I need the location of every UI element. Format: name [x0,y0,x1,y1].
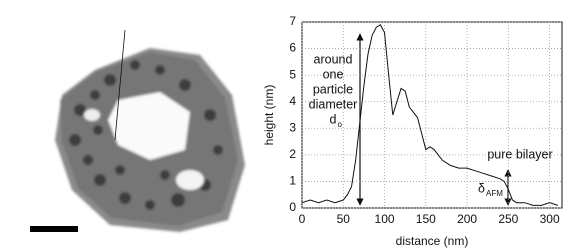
y-tick-label: 2 [289,147,296,161]
annotation-subscript: o [338,120,343,129]
annotation: δ [478,181,485,195]
y-axis-label: height (nm) [262,85,276,146]
y-tick-label: 1 [289,174,296,188]
x-tick-label: 250 [498,212,518,226]
figure: height (nm) distance (nm) 0 1 2 3 4 5 6 7 0 50 100… [0,0,573,252]
annotation: diameter [309,97,358,111]
annotation: d [330,112,337,126]
y-tick-label: 4 [289,94,296,108]
y-tick-label: 3 [289,120,296,134]
x-axis-label: distance (nm) [396,234,469,248]
x-tick-label: 50 [337,212,351,226]
afm-image [55,48,245,232]
x-tick-label: 100 [375,212,395,226]
y-tick-label: 7 [289,14,296,28]
scale-bar [30,226,78,232]
x-tick-label: 300 [540,212,560,226]
annotation: particle [313,82,353,96]
y-tick-label: 6 [289,41,296,55]
y-tick-label: 0 [289,200,296,214]
x-tick-label: 200 [457,212,477,226]
x-tick-label: 0 [299,212,306,226]
y-tick-label: 5 [289,67,296,81]
annotation-subscript: AFM [486,189,503,198]
annotation: one [323,67,344,81]
annotation: pure bilayer [487,147,552,161]
page: {"chart_data": {"type": "line", "xlabel"… [0,0,573,252]
x-tick-label: 150 [416,212,436,226]
annotation: around [314,52,353,66]
plot-frame [302,22,562,208]
